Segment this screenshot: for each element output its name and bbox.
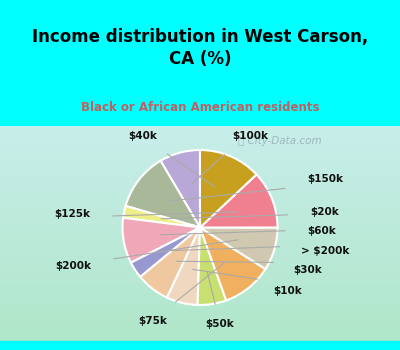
Wedge shape — [167, 228, 200, 305]
Wedge shape — [200, 150, 256, 228]
Text: $30k: $30k — [293, 265, 322, 275]
Wedge shape — [200, 228, 278, 269]
Wedge shape — [200, 174, 278, 228]
Wedge shape — [160, 150, 200, 228]
Text: $10k: $10k — [274, 286, 302, 296]
Wedge shape — [122, 218, 200, 263]
Text: $50k: $50k — [205, 319, 234, 329]
Text: $20k: $20k — [310, 207, 339, 217]
Text: $150k: $150k — [307, 174, 343, 184]
Text: ⓘ City-Data.com: ⓘ City-Data.com — [238, 136, 322, 146]
Text: $200k: $200k — [56, 261, 92, 271]
Text: Black or African American residents: Black or African American residents — [81, 100, 319, 114]
Wedge shape — [126, 161, 200, 228]
Bar — [0, 341, 400, 350]
Wedge shape — [131, 228, 200, 277]
Text: $40k: $40k — [128, 131, 157, 141]
Text: > $200k: > $200k — [301, 246, 349, 256]
Wedge shape — [140, 228, 200, 298]
Text: $75k: $75k — [138, 315, 168, 326]
Text: $100k: $100k — [232, 131, 268, 141]
Wedge shape — [200, 228, 266, 300]
Wedge shape — [123, 206, 200, 228]
Text: $125k: $125k — [54, 209, 90, 218]
Wedge shape — [198, 228, 226, 305]
Text: Income distribution in West Carson,
CA (%): Income distribution in West Carson, CA (… — [32, 28, 368, 68]
Text: $60k: $60k — [307, 226, 336, 236]
